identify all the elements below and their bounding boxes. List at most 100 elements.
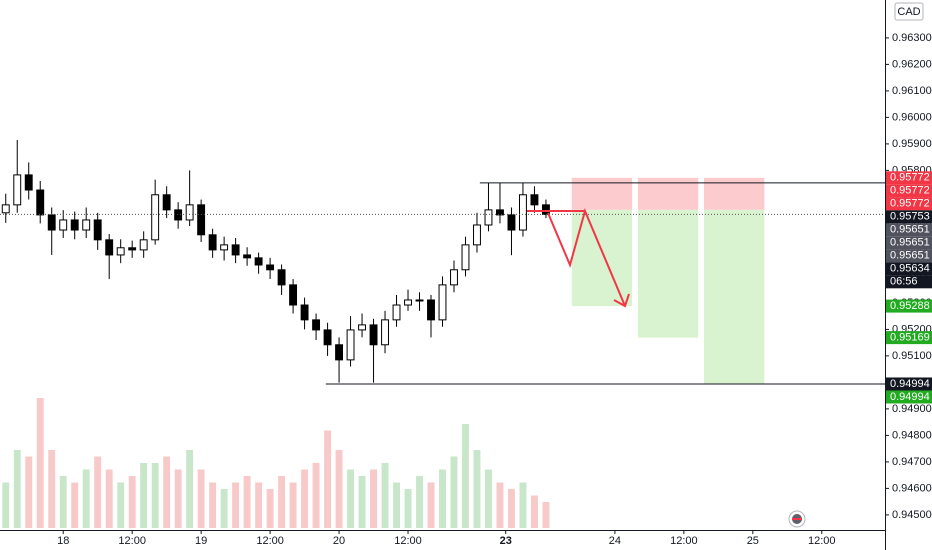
volume-bar (220, 489, 228, 528)
price-label-bg (886, 197, 932, 211)
candle-body (116, 247, 125, 256)
candle-body (47, 214, 56, 231)
candle-body (70, 219, 79, 231)
candle-body (461, 244, 470, 271)
target-zone (703, 209, 765, 384)
candle-body (507, 214, 516, 231)
y-tick-label: 0.96000 (892, 111, 932, 123)
target-zone (637, 209, 699, 338)
y-tick-label: 0.96200 (892, 58, 932, 70)
candle-body (220, 244, 229, 251)
candle-body (197, 204, 206, 236)
y-tick-label: 0.95100 (892, 350, 932, 362)
volume-bar (370, 469, 377, 528)
x-tick-label: 23 (500, 535, 512, 547)
candle-body (415, 299, 424, 302)
price-label: 0.95288 (890, 300, 930, 312)
volume-bar (105, 469, 113, 528)
candle-body (36, 189, 45, 216)
y-tick-label: 0.95900 (892, 138, 932, 150)
currency: CAD (897, 6, 920, 18)
candle-body (59, 219, 68, 231)
forecast-arrow (547, 207, 626, 307)
volume-bar (381, 463, 389, 528)
candle-body (358, 324, 366, 331)
volume-bar (36, 398, 44, 528)
candle-body (93, 219, 102, 241)
x-tick-label: 12:00 (670, 535, 698, 547)
x-tick-label: 25 (747, 535, 759, 547)
y-tick-label: 0.96300 (892, 32, 932, 44)
candle-body (289, 284, 298, 306)
x-tick-label: 18 (57, 535, 69, 547)
x-tick-label: 12:00 (118, 535, 146, 547)
price-label-bg (886, 223, 932, 237)
candle-body (346, 329, 355, 361)
currency-box[interactable] (894, 2, 924, 21)
volume-bar (404, 489, 412, 528)
candle-body (128, 247, 137, 251)
price-label: 0.95772 (890, 185, 930, 197)
price-label-bg (886, 236, 932, 250)
volume-bar (243, 476, 251, 528)
volume-bar (473, 450, 481, 528)
volume-bar (117, 482, 125, 528)
event-icon[interactable] (788, 510, 806, 528)
x-tick-label: 12:00 (256, 535, 284, 547)
price-label: 0.95634 (890, 263, 930, 275)
candle-body (266, 264, 275, 271)
candle-body (162, 194, 171, 211)
price-label: 0.95753 (890, 211, 930, 223)
background-layer (2, 177, 765, 528)
candle-body (335, 344, 344, 361)
volume-bar (519, 482, 527, 528)
price-label-bg (886, 249, 932, 263)
volume-bar (416, 476, 423, 528)
volume-bar (324, 430, 332, 528)
volume-bar (255, 482, 263, 528)
volume-bar (2, 482, 10, 528)
volume-bar (128, 476, 136, 528)
y-tick-label: 0.94700 (892, 456, 932, 468)
volume-bar (485, 469, 492, 528)
price-label-bg (886, 275, 932, 289)
volume-bar (301, 469, 309, 528)
volume-bar (335, 450, 343, 528)
price-label-bg (886, 262, 932, 276)
volume-bar (82, 469, 90, 528)
volume-bar (347, 469, 354, 528)
price-label: 0.94994 (890, 391, 930, 403)
price-label: 0.95651 (890, 224, 930, 236)
candle-body (254, 257, 263, 266)
volume-bar (59, 476, 67, 528)
volume-bar (289, 482, 297, 528)
candle-body (243, 254, 252, 259)
x-tick-label: 24 (609, 535, 621, 547)
volume-bar (312, 463, 320, 528)
price-label: 0.95772 (890, 172, 930, 184)
candle-body (450, 269, 458, 286)
candle-body (1, 204, 10, 214)
volume-bar (25, 456, 33, 528)
candle-body (105, 239, 114, 256)
candle-body (174, 209, 183, 221)
arrow-head (613, 293, 630, 308)
y-tick-label: 0.96100 (892, 85, 932, 97)
candle-body (277, 269, 286, 286)
x-tick-label: 20 (333, 535, 345, 547)
x-tick-label: 12:00 (394, 535, 422, 547)
volume-bar (13, 450, 21, 528)
price-label-bg (886, 184, 932, 198)
candle-body (381, 319, 389, 346)
volume-bar (140, 463, 148, 528)
volume-bar (542, 502, 550, 528)
candle-body (438, 284, 447, 321)
price-label: 06:56 (890, 276, 918, 288)
price-label: 0.94994 (890, 378, 930, 390)
candle-body (82, 219, 91, 231)
candle-body (404, 299, 412, 306)
price-label: 0.95651 (890, 237, 930, 249)
price-label-bg (886, 210, 932, 224)
volume-bar (186, 450, 194, 528)
